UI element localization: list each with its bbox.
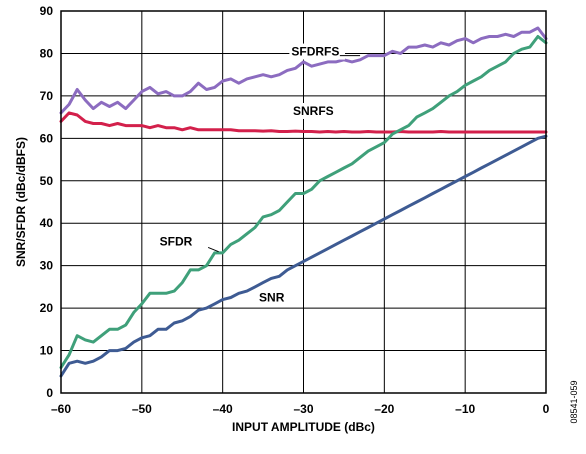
- y-tick-label: 60: [40, 131, 54, 145]
- x-tick-label: –20: [374, 402, 394, 416]
- tick-labels: –60 –50 –40 –30 –20 –10 0 0 10 20 30 40 50 60 70 80 90: [40, 4, 550, 416]
- y-tick-label: 70: [40, 89, 54, 103]
- series-label-sfdrfs: SFDRFS: [291, 45, 339, 59]
- series-label-bg: [257, 289, 287, 306]
- series-label-leader: [207, 246, 219, 253]
- y-tick-label: 0: [46, 386, 53, 400]
- series-label-snrfs: SNRFS: [293, 104, 334, 118]
- grid: [60, 10, 547, 394]
- series-line-snrfs: [59, 111, 548, 134]
- y-tick-label: 80: [40, 46, 54, 60]
- series-label-bg: [157, 233, 197, 250]
- x-tick-label: 0: [543, 402, 550, 416]
- y-tick-label: 40: [40, 216, 54, 230]
- y-tick-label: 30: [40, 259, 54, 273]
- x-tick-label: –50: [132, 402, 152, 416]
- figure-id: 08541-059: [569, 380, 579, 423]
- series-line-sfdrfs: [59, 26, 548, 115]
- x-tick-label: –60: [51, 402, 71, 416]
- y-tick-label: 90: [40, 4, 54, 18]
- series-labels: SFDRFS SNRFS SFDR SNR: [157, 43, 361, 306]
- x-tick-label: –10: [455, 402, 475, 416]
- y-tick-label: 50: [40, 174, 54, 188]
- series-label-sfdr: SFDR: [160, 234, 193, 248]
- series-lines: [59, 26, 548, 378]
- series-label-bg: [289, 43, 345, 60]
- y-tick-label: 10: [40, 344, 54, 358]
- x-tick-label: –40: [213, 402, 233, 416]
- y-tick-label: 20: [40, 301, 54, 315]
- x-tick-label: –30: [293, 402, 313, 416]
- series-line-snr: [59, 134, 548, 378]
- plot-frame: [60, 10, 547, 394]
- y-axis-title: SNR/SFDR (dBc/dBFS): [14, 137, 28, 267]
- x-axis-title: INPUT AMPLITUDE (dBc): [232, 420, 375, 434]
- series-label-snr: SNR: [259, 291, 285, 305]
- series-line-sfdr: [59, 35, 548, 369]
- series-label-bg: [290, 102, 338, 119]
